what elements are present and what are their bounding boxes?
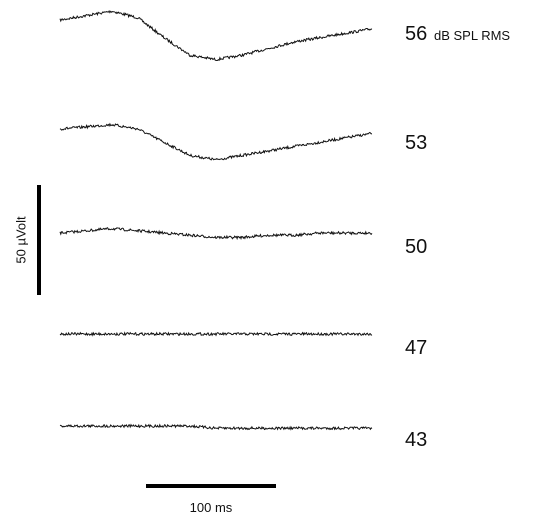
level-label-43: 43 bbox=[405, 429, 427, 451]
trace-50 bbox=[59, 227, 373, 241]
level-label-50: 50 bbox=[405, 236, 427, 258]
level-label-47: 47 bbox=[405, 337, 427, 359]
y-scalebar-label: 50 µVolt bbox=[13, 216, 28, 264]
unit-label: dB SPL RMS bbox=[434, 28, 510, 43]
trace-47 bbox=[59, 331, 373, 337]
level-label-53: 53 bbox=[405, 132, 427, 154]
trace-43 bbox=[59, 423, 373, 431]
x-scalebar-label: 100 ms bbox=[190, 500, 233, 515]
trace-56 bbox=[59, 9, 373, 62]
trace-53 bbox=[59, 122, 373, 161]
level-labels-group: 56 53 50 47 43 bbox=[405, 23, 427, 451]
traces-group bbox=[59, 9, 373, 431]
level-label-56: 56 bbox=[405, 23, 427, 45]
